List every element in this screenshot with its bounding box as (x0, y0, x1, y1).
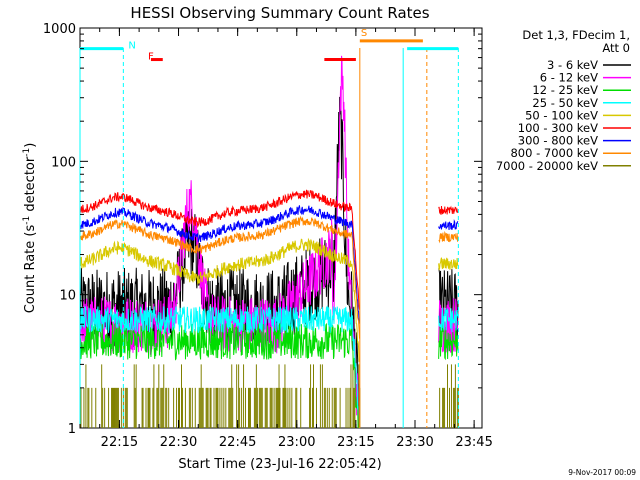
series-line (79, 189, 361, 310)
legend-label: 12 - 25 keV (532, 83, 598, 97)
series-line (438, 307, 459, 333)
legend-label: 3 - 6 keV (547, 58, 598, 72)
footer-timestamp: 9-Nov-2017 00:09 (568, 468, 636, 477)
x-tick-label: 23:15 (337, 435, 374, 450)
x-axis-label: Start Time (23-Jul-16 22:05:42) (178, 457, 381, 472)
legend-label: 100 - 300 keV (518, 121, 598, 135)
x-tick-label: 23:30 (396, 435, 433, 450)
legend-label: 6 - 12 keV (540, 71, 598, 85)
y-tick-label: 1000 (43, 22, 76, 37)
legend-label: 800 - 7000 keV (510, 146, 598, 160)
series-trace (79, 205, 459, 324)
series-line (438, 323, 459, 361)
series-line (79, 205, 361, 324)
series-line (438, 219, 459, 230)
series-trace (80, 364, 459, 428)
y-axis-label-sup: -1 (22, 148, 32, 157)
series-line (79, 305, 361, 429)
series-line (79, 322, 361, 429)
series-line (79, 96, 361, 417)
flag-letter: N (128, 41, 135, 52)
plot-area: N F S (79, 28, 459, 429)
series-line (438, 257, 459, 271)
legend-label: 7000 - 20000 keV (496, 159, 598, 173)
legend-header-line: Det 1,3, FDecim 1, (522, 28, 630, 42)
x-tick-label: 23:45 (455, 435, 492, 450)
y-axis-label-part: ) (23, 143, 38, 148)
flag-letter: S (361, 28, 367, 39)
series-line (79, 215, 361, 339)
legend-label: 50 - 100 keV (525, 108, 598, 122)
legend-label: 25 - 50 keV (532, 96, 598, 110)
series-line (79, 237, 361, 362)
series-trace (79, 237, 459, 362)
x-tick-label: 23:00 (278, 435, 315, 450)
series-trace (79, 189, 459, 310)
series-trace (79, 215, 459, 339)
legend-header-line: Att 0 (602, 41, 630, 55)
x-tick-label: 22:15 (101, 435, 138, 450)
series-trace (79, 322, 459, 429)
legend-label: 300 - 800 keV (518, 134, 598, 148)
y-tick-label: 100 (51, 155, 76, 170)
chart-title: HESSI Observing Summary Count Rates (130, 4, 429, 22)
y-axis-label-part: detector (23, 156, 38, 216)
y-axis-label: Count Rate (s-1 detector-1) (22, 143, 38, 314)
y-tick-label: 10 (59, 289, 76, 304)
series-trace (79, 55, 459, 429)
y-tick-label: 1 (68, 422, 76, 437)
y-axis-label-sup: -1 (22, 216, 32, 225)
axis-ticks: 22:15 22:30 22:45 23:00 23:15 23:30 23:45 1 10 10… (43, 22, 493, 450)
x-tick-label: 22:30 (160, 435, 197, 450)
x-tick-label: 22:45 (219, 435, 256, 450)
series-line (438, 205, 459, 215)
y-axis-label-part: Count Rate (s (23, 225, 38, 314)
series-line (438, 230, 459, 244)
flag-letter: F (148, 52, 154, 63)
series-trace (79, 305, 459, 429)
